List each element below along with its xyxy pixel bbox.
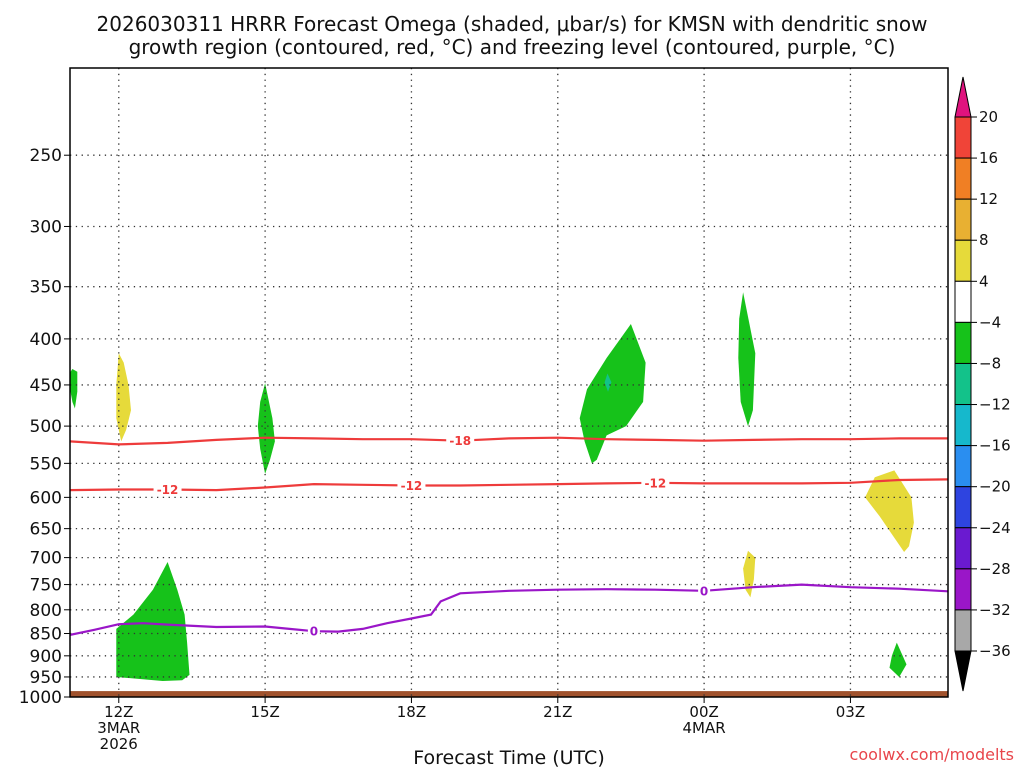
colorbar-box-2 [954,157,972,200]
contour-label--12: -12 [157,483,179,497]
y-tick-label-300: 300 [30,217,62,237]
colorbar-label-16: 16 [979,149,998,167]
chart-title-line2: growth region (contoured, red, °C) and f… [129,35,896,59]
y-axis-pressure-ticks: 250 300 350 400 450 500 550 600 650 700 750 800 850 9… [19,146,70,708]
y-tick-label-1000: 1000 [19,688,62,708]
colorbar-box-5 [954,280,972,323]
x-tick-label-21Z: 21Z [543,703,572,721]
contour-label-bg [153,482,182,497]
omega-region-10 [889,642,907,677]
colorbar-bottom-arrow [954,650,972,692]
y-tick-label-350: 350 [30,278,62,298]
colorbar-box-13 [954,609,972,652]
colorbar-label-8: 8 [979,231,989,249]
colorbar-label--32: −32 [979,601,1011,619]
chart-title-line1: 2026030311 HRRR Forecast Omega (shaded, … [97,12,928,36]
y-tick-label-400: 400 [30,330,62,350]
x-tick-label-00Z: 00Z [689,703,718,721]
contour-label-0: 0 [310,625,318,639]
omega-region-9 [865,470,914,552]
colorbar-box-1 [954,116,972,159]
x-tick-label-15Z: 15Z [250,703,279,721]
x-tick-label-00Z-sub1: 4MAR [683,719,726,737]
colorbar-box-9 [954,445,972,488]
colorbar-top-arrow [954,76,972,118]
plot-area: -18 -12 -12 -12 0 0 [69,67,949,698]
colorbar-label-4: 4 [979,272,989,290]
omega-region-8 [743,550,756,598]
colorbar-label-12: 12 [979,190,998,208]
omega-colorbar: 20 16 12 8 4 −4 −8 −12 −16 −20 −24 −28 −32 −36 [954,76,1011,692]
contour-line--12 [70,478,948,492]
contour-label--12: -12 [401,479,423,493]
colorbar-box-4 [954,239,972,282]
y-tick-label-250: 250 [30,146,62,166]
colorbar-label--12: −12 [979,396,1011,414]
colorbar-label--28: −28 [979,560,1011,578]
omega-region-3 [257,383,275,474]
y-tick-label-850: 850 [30,624,62,644]
x-tick-label-12Z: 12Z [104,703,133,721]
x-tick-label-12Z-sub1: 3MAR [97,719,140,737]
y-tick-label-800: 800 [30,601,62,621]
contour-label-bg [397,478,426,493]
credit-text[interactable]: coolwx.com/modelts [850,745,1014,764]
omega-region-2 [116,353,131,442]
colorbar-box-7 [954,362,972,406]
y-tick-label-650: 650 [30,520,62,540]
colorbar-box-6 [954,321,972,364]
y-tick-label-950: 950 [30,668,62,688]
omega-region-4 [116,562,190,681]
omega-region-1 [70,369,78,409]
colorbar-label--8: −8 [979,354,1001,372]
omega-region-6 [604,373,612,392]
contour-label-bg [698,583,711,598]
colorbar-label--20: −20 [979,478,1011,496]
contour-label-0: 0 [700,584,708,598]
colorbar-label--16: −16 [979,437,1011,455]
omega-region-5 [579,324,646,464]
colorbar-box-3 [954,198,972,241]
plot-frame [69,67,949,698]
colorbar-label--24: −24 [979,519,1011,537]
x-tick-label-12Z-sub2: 2026 [100,735,138,753]
omega-region-7 [738,292,756,427]
colorbar-label--36: −36 [979,642,1011,660]
y-tick-label-600: 600 [30,488,62,508]
y-tick-label-900: 900 [30,647,62,667]
y-tick-label-700: 700 [30,549,62,569]
colorbar-label-20: 20 [979,108,998,126]
y-tick-label-550: 550 [30,454,62,474]
contour-label--18: -18 [449,434,471,448]
x-tick-label-18Z: 18Z [397,703,426,721]
colorbar-box-11 [954,527,972,570]
colorbar-label--4: −4 [979,313,1001,331]
y-tick-label-500: 500 [30,417,62,437]
contour-label--12: -12 [644,476,666,490]
x-tick-label-03Z: 03Z [836,703,865,721]
contour-line-0 [70,583,948,636]
contour-label-bg [307,624,320,639]
contour-line--18 [70,436,948,446]
y-tick-label-750: 750 [30,576,62,596]
contour-label-bg [446,433,475,448]
x-axis-title: Forecast Time (UTC) [413,747,604,768]
colorbar-box-10 [954,486,972,529]
terrain-strip [70,691,948,697]
y-tick-label-450: 450 [30,376,62,396]
contour-label-bg [641,475,670,490]
colorbar-box-8 [954,404,972,447]
colorbar-box-12 [954,568,972,611]
